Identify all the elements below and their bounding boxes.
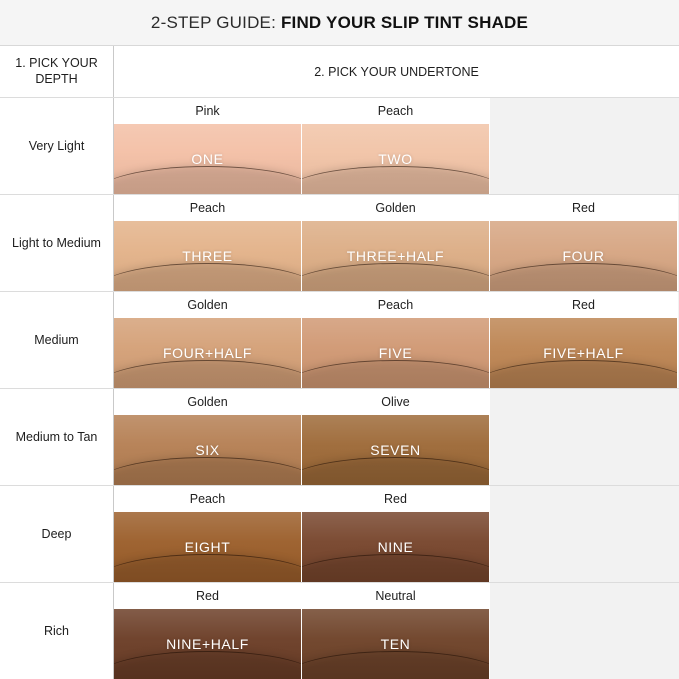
empty-shade-cell (490, 583, 679, 679)
undertone-label: Pink (114, 98, 301, 124)
undertone-label: Golden (302, 195, 489, 221)
shade-swatch[interactable]: FIVE+HALF (490, 318, 677, 388)
shade-name: THREE (182, 248, 233, 264)
undertone-swatch-area: Golden FOUR+HALF Peach FIVE Red FIVE+HALF (114, 292, 679, 388)
shade-swatch[interactable]: THREE+HALF (302, 221, 489, 291)
shade-name: TWO (378, 151, 413, 167)
undertone-label: Red (490, 292, 677, 318)
undertone-label: Neutral (302, 583, 489, 609)
depth-label: Medium (0, 292, 114, 388)
shade-name: SEVEN (370, 442, 421, 458)
depth-label: Rich (0, 583, 114, 679)
shade-name: ONE (191, 151, 224, 167)
shade-name: FOUR (562, 248, 605, 264)
undertone-label: Golden (114, 389, 301, 415)
title-bar: 2-STEP GUIDE: FIND YOUR SLIP TINT SHADE (0, 0, 679, 46)
shade-cell-five[interactable]: Peach FIVE (302, 292, 490, 388)
shade-cell-one[interactable]: Pink ONE (114, 98, 302, 194)
shade-swatch[interactable]: THREE (114, 221, 301, 291)
shade-swatch[interactable]: ONE (114, 124, 301, 194)
undertone-label: Peach (114, 195, 301, 221)
shade-cell-seven[interactable]: Olive SEVEN (302, 389, 490, 485)
depth-column-header: 1. PICK YOUR DEPTH (0, 46, 114, 97)
shade-name: EIGHT (184, 539, 231, 555)
depth-row: Rich Red NINE+HALF Neutral TEN (0, 583, 679, 679)
shade-swatch[interactable]: FOUR+HALF (114, 318, 301, 388)
undertone-swatch-area: Pink ONE Peach TWO (114, 98, 679, 194)
shade-cell-nine-half[interactable]: Red NINE+HALF (114, 583, 302, 679)
empty-shade-cell (490, 98, 679, 194)
empty-shade-cell (490, 486, 679, 582)
depth-label: Medium to Tan (0, 389, 114, 485)
shade-swatch[interactable]: FOUR (490, 221, 677, 291)
depth-row: Medium to Tan Golden SIX Olive SEVEN (0, 389, 679, 486)
depth-label: Deep (0, 486, 114, 582)
shade-cell-three-half[interactable]: Golden THREE+HALF (302, 195, 490, 291)
undertone-column-header: 2. PICK YOUR UNDERTONE (314, 64, 479, 79)
shade-swatch[interactable]: SIX (114, 415, 301, 485)
depth-row: Very Light Pink ONE Peach TWO (0, 98, 679, 195)
empty-shade-cell (490, 389, 679, 485)
shade-swatch[interactable]: TEN (302, 609, 489, 679)
shade-cell-two[interactable]: Peach TWO (302, 98, 490, 194)
depth-row: Deep Peach EIGHT Red NINE (0, 486, 679, 583)
undertone-label: Olive (302, 389, 489, 415)
undertone-label: Peach (302, 292, 489, 318)
depth-label: Light to Medium (0, 195, 114, 291)
shade-name: NINE (377, 539, 414, 555)
depth-label: Very Light (0, 98, 114, 194)
shade-name: FOUR+HALF (162, 345, 253, 361)
shade-swatch[interactable]: FIVE (302, 318, 489, 388)
undertone-swatch-area: Peach THREE Golden THREE+HALF Red FOUR (114, 195, 679, 291)
shade-swatch[interactable]: EIGHT (114, 512, 301, 582)
page-title: 2-STEP GUIDE: FIND YOUR SLIP TINT SHADE (151, 13, 528, 33)
column-header-row: 1. PICK YOUR DEPTH 2. PICK YOUR UNDERTON… (0, 46, 679, 98)
shade-swatch[interactable]: TWO (302, 124, 489, 194)
undertone-swatch-area: Peach EIGHT Red NINE (114, 486, 679, 582)
depth-row: Light to Medium Peach THREE Golden THREE+HAL… (0, 195, 679, 292)
page-title-prefix: 2-STEP GUIDE: (150, 12, 281, 32)
shade-name: THREE+HALF (346, 248, 445, 264)
shade-cell-four-half[interactable]: Golden FOUR+HALF (114, 292, 302, 388)
shade-cell-eight[interactable]: Peach EIGHT (114, 486, 302, 582)
shade-name: FIVE (378, 345, 413, 361)
shade-cell-four[interactable]: Red FOUR (490, 195, 678, 291)
shade-cell-nine[interactable]: Red NINE (302, 486, 490, 582)
depth-row: Medium Golden FOUR+HALF Peach FIVE Red FIVE+HA… (0, 292, 679, 389)
undertone-label: Peach (114, 486, 301, 512)
shade-cell-ten[interactable]: Neutral TEN (302, 583, 490, 679)
shade-name: FIVE+HALF (543, 345, 624, 361)
depth-rows: Very Light Pink ONE Peach TWO Light to Medium… (0, 98, 679, 679)
shade-cell-six[interactable]: Golden SIX (114, 389, 302, 485)
undertone-swatch-area: Golden SIX Olive SEVEN (114, 389, 679, 485)
undertone-label: Red (490, 195, 677, 221)
shade-name: NINE+HALF (166, 636, 249, 652)
shade-cell-five-half[interactable]: Red FIVE+HALF (490, 292, 678, 388)
shade-cell-three[interactable]: Peach THREE (114, 195, 302, 291)
shade-swatch[interactable]: NINE (302, 512, 489, 582)
shade-name: TEN (380, 636, 411, 652)
page-title-emphasis: FIND YOUR SLIP TINT SHADE (280, 12, 529, 32)
undertone-label: Golden (114, 292, 301, 318)
shade-swatch[interactable]: NINE+HALF (114, 609, 301, 679)
shade-name: SIX (195, 442, 220, 458)
undertone-label: Peach (302, 98, 489, 124)
undertone-label: Red (302, 486, 489, 512)
undertone-label: Red (114, 583, 301, 609)
undertone-swatch-area: Red NINE+HALF Neutral TEN (114, 583, 679, 679)
shade-swatch[interactable]: SEVEN (302, 415, 489, 485)
